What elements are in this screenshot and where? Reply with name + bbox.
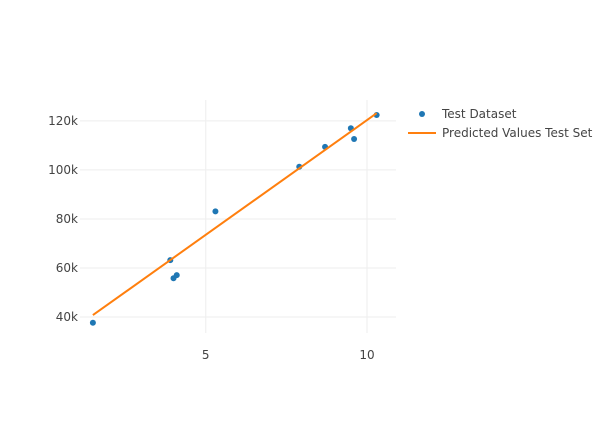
grid	[80, 100, 396, 333]
series	[89, 111, 380, 326]
data-point	[351, 135, 358, 142]
legend-label: Predicted Values Test Set	[442, 126, 593, 140]
series-1	[92, 112, 378, 316]
predicted-line	[92, 112, 378, 316]
legend-item-0[interactable]: Test Dataset	[419, 107, 517, 121]
y-tick-label: 120k	[48, 114, 78, 128]
y-tick-label: 100k	[48, 163, 78, 177]
data-point	[212, 208, 219, 215]
axes: 40k 60k 80k 100k 120k 5 10	[48, 114, 374, 362]
data-point	[89, 319, 96, 326]
x-tick-label: 5	[202, 348, 210, 362]
y-tick-label: 60k	[56, 261, 78, 275]
y-tick-label: 80k	[56, 212, 78, 226]
data-point	[173, 272, 180, 279]
y-tick-label: 40k	[56, 310, 78, 324]
legend-item-1[interactable]: Predicted Values Test Set	[408, 126, 593, 140]
legend[interactable]: Test Dataset Predicted Values Test Set	[408, 107, 593, 140]
legend-label: Test Dataset	[441, 107, 517, 121]
legend-marker-swatch	[419, 111, 425, 117]
x-tick-label: 10	[359, 348, 374, 362]
